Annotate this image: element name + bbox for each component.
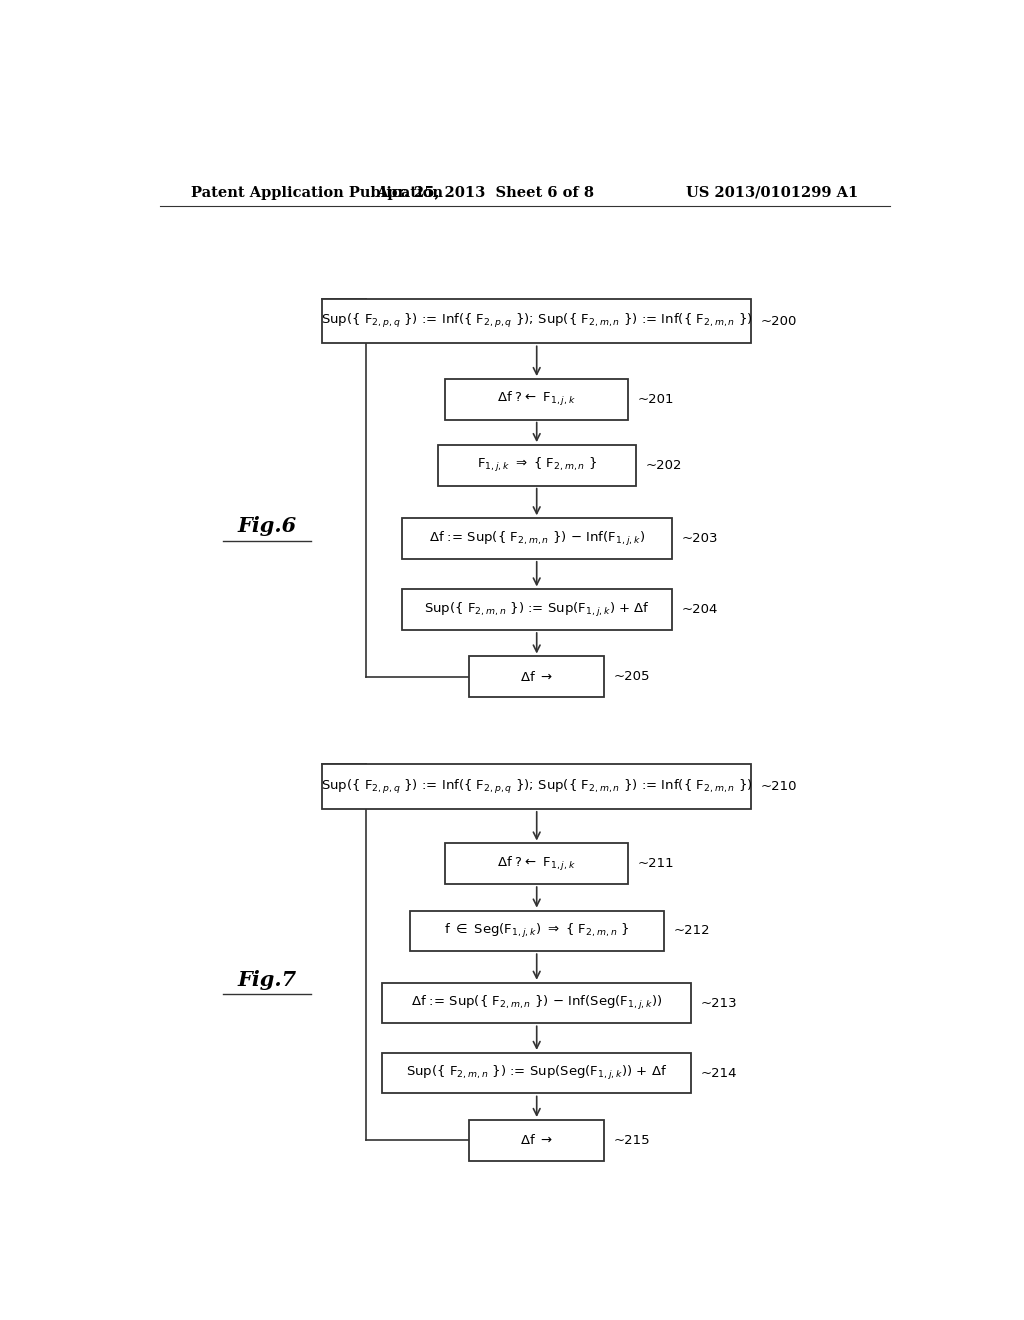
FancyBboxPatch shape (469, 656, 604, 697)
Text: $\Delta$f := Sup({ F$_{2,m,n}$ }) $-$ Inf(Seg(F$_{1,j,k}$)): $\Delta$f := Sup({ F$_{2,m,n}$ }) $-$ In… (411, 994, 663, 1012)
Text: Patent Application Publication: Patent Application Publication (191, 186, 443, 199)
Text: ~205: ~205 (613, 671, 650, 684)
Text: ~201: ~201 (638, 393, 674, 405)
Text: Sup({ F$_{2,m,n}$ }) := Sup(F$_{1,j,k}$) + $\Delta$f: Sup({ F$_{2,m,n}$ }) := Sup(F$_{1,j,k}$)… (424, 601, 649, 619)
Text: ~204: ~204 (681, 603, 718, 616)
Text: ~202: ~202 (645, 459, 682, 471)
FancyBboxPatch shape (437, 445, 636, 486)
Text: Apr. 25, 2013  Sheet 6 of 8: Apr. 25, 2013 Sheet 6 of 8 (376, 186, 594, 199)
Text: Sup({ F$_{2,p,q}$ }) := Inf({ F$_{2,p,q}$ }); Sup({ F$_{2,m,n}$ }) := Inf({ F$_{: Sup({ F$_{2,p,q}$ }) := Inf({ F$_{2,p,q}… (321, 312, 753, 330)
Text: Sup({ F$_{2,m,n}$ }) := Sup(Seg(F$_{1,j,k}$)) + $\Delta$f: Sup({ F$_{2,m,n}$ }) := Sup(Seg(F$_{1,j,… (407, 1064, 668, 1082)
Text: ~210: ~210 (761, 780, 797, 793)
Text: $\Delta$f := Sup({ F$_{2,m,n}$ }) $-$ Inf(F$_{1,j,k}$): $\Delta$f := Sup({ F$_{2,m,n}$ }) $-$ In… (429, 529, 645, 548)
Text: ~200: ~200 (761, 314, 797, 327)
FancyBboxPatch shape (382, 1053, 691, 1093)
Text: $\Delta$f $\rightarrow$: $\Delta$f $\rightarrow$ (520, 1134, 553, 1147)
Text: ~215: ~215 (613, 1134, 650, 1147)
Text: ~214: ~214 (701, 1067, 737, 1080)
Text: ~211: ~211 (638, 857, 674, 870)
FancyBboxPatch shape (323, 764, 751, 809)
FancyBboxPatch shape (445, 843, 628, 884)
Text: ~203: ~203 (681, 532, 718, 545)
FancyBboxPatch shape (401, 589, 672, 630)
Text: $\Delta$f ?$\leftarrow$ F$_{1,j,k}$: $\Delta$f ?$\leftarrow$ F$_{1,j,k}$ (498, 391, 577, 408)
Text: ~213: ~213 (701, 997, 737, 1010)
Text: US 2013/0101299 A1: US 2013/0101299 A1 (686, 186, 858, 199)
FancyBboxPatch shape (469, 1119, 604, 1160)
Text: ~212: ~212 (673, 924, 710, 937)
Text: Fig.6: Fig.6 (238, 516, 296, 536)
Text: Sup({ F$_{2,p,q}$ }) := Inf({ F$_{2,p,q}$ }); Sup({ F$_{2,m,n}$ }) := Inf({ F$_{: Sup({ F$_{2,p,q}$ }) := Inf({ F$_{2,p,q}… (321, 777, 753, 796)
FancyBboxPatch shape (401, 519, 672, 558)
FancyBboxPatch shape (323, 298, 751, 343)
Text: F$_{1,j,k}$ $\Rightarrow$ { F$_{2,m,n}$ }: F$_{1,j,k}$ $\Rightarrow$ { F$_{2,m,n}$ … (476, 457, 597, 474)
Text: $\Delta$f ?$\leftarrow$ F$_{1,j,k}$: $\Delta$f ?$\leftarrow$ F$_{1,j,k}$ (498, 855, 577, 873)
FancyBboxPatch shape (445, 379, 628, 420)
FancyBboxPatch shape (410, 911, 664, 952)
Text: Fig.7: Fig.7 (238, 970, 296, 990)
Text: f $\in$ Seg(F$_{1,j,k}$) $\Rightarrow$ { F$_{2,m,n}$ }: f $\in$ Seg(F$_{1,j,k}$) $\Rightarrow$ {… (444, 921, 630, 940)
FancyBboxPatch shape (382, 982, 691, 1023)
Text: $\Delta$f $\rightarrow$: $\Delta$f $\rightarrow$ (520, 669, 553, 684)
